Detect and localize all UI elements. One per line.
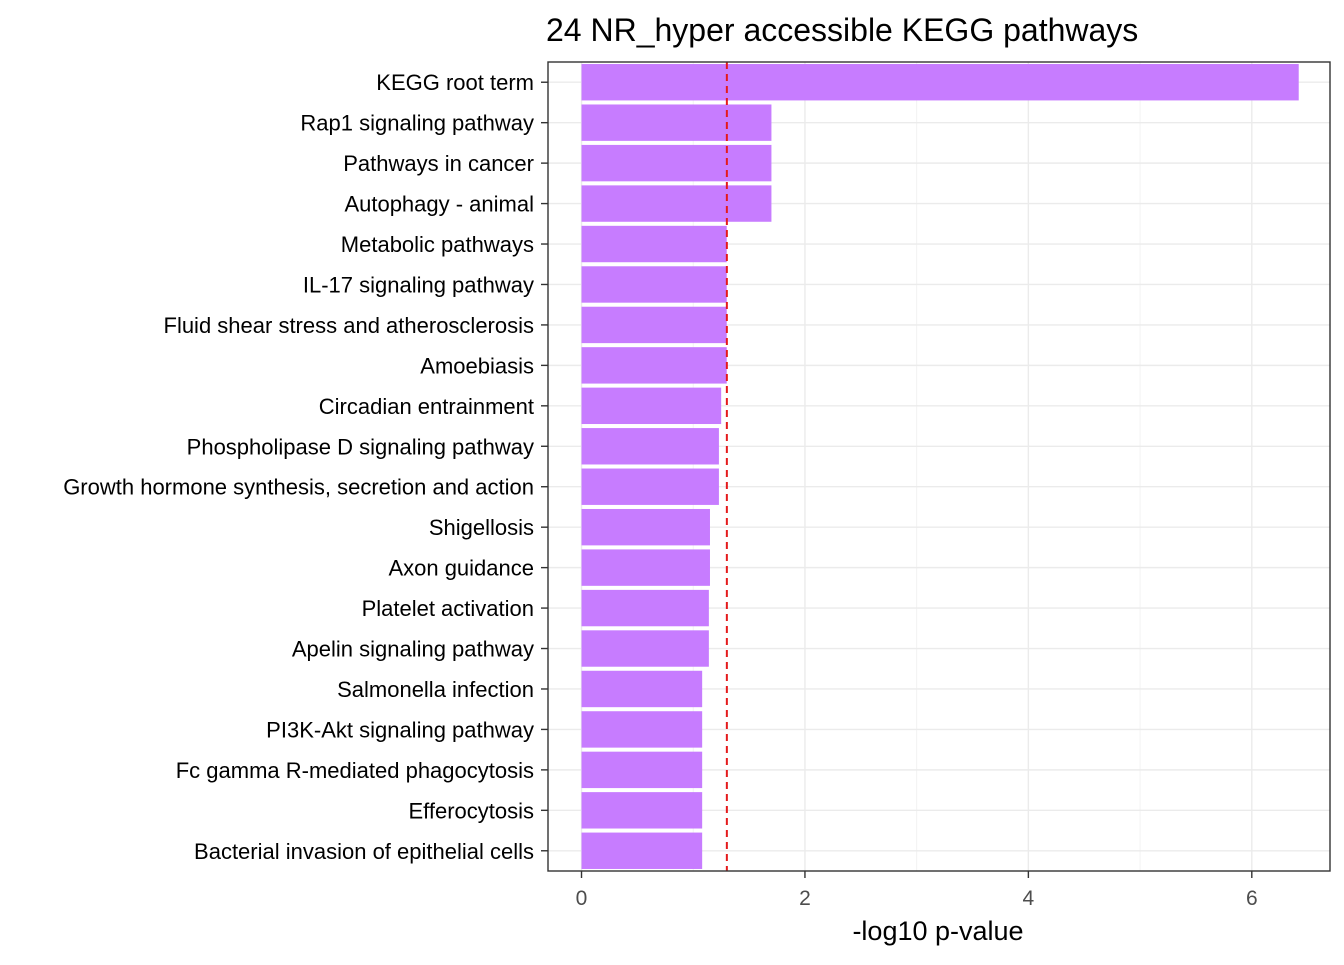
- bar: [581, 549, 710, 586]
- x-tick-label: 6: [1246, 887, 1258, 910]
- bar: [581, 266, 727, 303]
- y-tick-label: KEGG root term: [376, 70, 534, 95]
- y-tick-label: Phospholipase D signaling pathway: [187, 434, 534, 459]
- y-tick-label: Rap1 signaling pathway: [300, 111, 534, 136]
- bar: [581, 630, 709, 667]
- y-tick-label: Platelet activation: [362, 596, 534, 621]
- bar: [581, 751, 703, 789]
- y-tick-label: IL-17 signaling pathway: [303, 272, 534, 297]
- bar: [581, 306, 727, 344]
- y-tick-label: Circadian entrainment: [319, 394, 534, 419]
- y-tick-label: Pathways in cancer: [343, 151, 534, 176]
- bar: [581, 508, 710, 546]
- bar: [581, 792, 703, 829]
- bar: [581, 711, 703, 748]
- bar: [581, 428, 719, 465]
- grid: [548, 62, 1330, 871]
- bar: [581, 64, 1299, 101]
- bar: [581, 832, 703, 869]
- chart-title: 24 NR_hyper accessible KEGG pathways: [546, 12, 1138, 48]
- y-tick-label: Shigellosis: [429, 515, 534, 540]
- bar: [581, 347, 727, 384]
- y-tick-label: PI3K-Akt signaling pathway: [266, 717, 534, 742]
- y-tick-label: Metabolic pathways: [341, 232, 534, 257]
- bar: [581, 104, 772, 141]
- y-tick-label: Autophagy - animal: [344, 192, 534, 217]
- x-axis: 0 2 4 6: [576, 871, 1258, 910]
- y-tick-label: Fc gamma R-mediated phagocytosis: [176, 758, 534, 783]
- y-tick-label: Bacterial invasion of epithelial cells: [194, 839, 534, 864]
- x-tick-label: 0: [576, 887, 588, 910]
- bar: [581, 387, 722, 425]
- y-tick-label: Amoebiasis: [420, 353, 534, 378]
- y-tick-label: Growth hormone synthesis, secretion and …: [63, 475, 534, 500]
- y-tick-label: Apelin signaling pathway: [292, 637, 534, 662]
- bar: [581, 144, 772, 182]
- x-axis-title: -log10 p-value: [852, 916, 1023, 946]
- y-tick-label: Efferocytosis: [408, 798, 534, 823]
- y-tick-label: Axon guidance: [388, 556, 534, 581]
- x-tick-label: 4: [1023, 887, 1035, 910]
- plot-border: [547, 61, 1331, 872]
- bars: [581, 64, 1299, 869]
- bar: [581, 185, 772, 222]
- bar: [581, 468, 719, 505]
- y-tick-label: Fluid shear stress and atherosclerosis: [164, 313, 535, 338]
- bar: [581, 670, 703, 708]
- x-tick-label: 2: [799, 887, 811, 910]
- bar: [581, 225, 727, 263]
- y-axis: KEGG root term Rap1 signaling pathway Path…: [63, 70, 548, 864]
- y-tick-label: Salmonella infection: [337, 677, 534, 702]
- bar: [581, 589, 709, 627]
